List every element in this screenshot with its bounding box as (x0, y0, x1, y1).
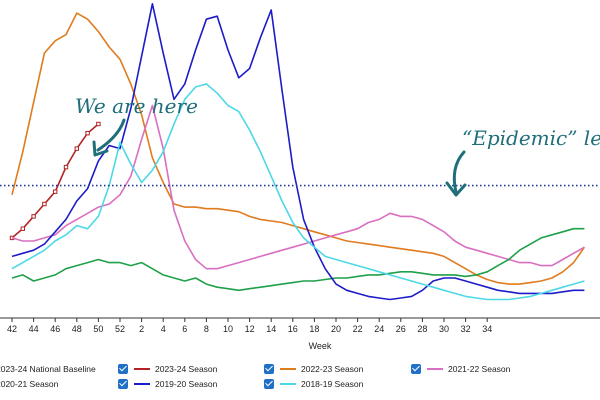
data-point-marker (53, 189, 58, 194)
legend: 2023-24 National Baseline 2023-24 Season… (0, 360, 600, 400)
we-are-here-arrow-icon (96, 118, 126, 152)
checkbox-checked-icon[interactable] (118, 379, 128, 389)
x-tick-label: 32 (461, 324, 471, 334)
data-point-marker (42, 201, 47, 207)
x-tick-label: 52 (115, 324, 125, 334)
data-point-marker (31, 214, 36, 219)
legend-swatch-2019-20 (134, 383, 150, 385)
legend-label-2020-21: 2020-21 Season (0, 379, 59, 389)
x-tick-label: 28 (417, 324, 427, 334)
we-are-here-arrowhead-icon (92, 140, 109, 157)
checkbox-checked-icon[interactable] (264, 379, 274, 389)
data-point-marker (96, 121, 101, 127)
legend-item-2021-22[interactable]: 2021-22 Season (411, 362, 510, 376)
x-tick-label: 44 (29, 324, 39, 334)
data-point-marker (63, 164, 69, 170)
x-tick-label: 30 (439, 324, 449, 334)
legend-label-2021-22: 2021-22 Season (448, 364, 511, 374)
data-point-marker (85, 131, 90, 136)
checkbox-checked-icon[interactable] (264, 364, 274, 374)
series-line-2021-22-season (11, 104, 585, 270)
legend-swatch-2022-23 (280, 368, 296, 370)
x-tick-label: 18 (309, 324, 319, 334)
legend-swatch-2021-22 (427, 368, 443, 370)
x-tick-label: 42 (7, 324, 17, 334)
legend-item-baseline[interactable]: 2023-24 National Baseline (0, 362, 96, 376)
x-tick-label: 2 (139, 324, 144, 334)
legend-swatch-2018-19 (280, 383, 296, 385)
x-tick-label: 26 (396, 324, 406, 334)
legend-swatch-2023-24 (134, 368, 150, 370)
legend-label-2023-24: 2023-24 Season (155, 364, 218, 374)
legend-label-baseline: 2023-24 National Baseline (0, 364, 96, 374)
x-tick-label: 20 (331, 324, 341, 334)
data-point-marker (74, 146, 79, 151)
data-point-marker (20, 226, 26, 231)
x-tick-label: 48 (72, 324, 82, 334)
x-tick-label: 10 (223, 324, 233, 334)
x-tick-label: 12 (245, 324, 255, 334)
x-tick-label: 50 (93, 324, 103, 334)
legend-item-2020-21[interactable]: 2020-21 Season (0, 377, 58, 391)
series-layer (9, 2, 586, 301)
x-tick-label: 14 (266, 324, 276, 334)
legend-label-2019-20: 2019-20 Season (155, 379, 218, 389)
x-tick-label: 34 (482, 324, 492, 334)
epidemic-arrow-icon (452, 150, 466, 194)
legend-item-2019-20[interactable]: 2019-20 Season (118, 377, 217, 391)
legend-label-2022-23: 2022-23 Season (301, 364, 364, 374)
x-tick-label: 8 (204, 324, 209, 334)
legend-item-2022-23[interactable]: 2022-23 Season (264, 362, 363, 376)
x-tick-label: 46 (50, 324, 60, 334)
legend-item-2023-24[interactable]: 2023-24 Season (118, 362, 217, 376)
annotations: We are here “Epidemic” lev (75, 94, 600, 197)
legend-label-2018-19: 2018-19 Season (301, 379, 364, 389)
x-ticks: 42 44 46 48 50 52 2 4 6 8 10 12 14 16 18 20 22 24 26 28 30 32… (7, 318, 492, 334)
epidemic-arrowhead-icon (445, 181, 467, 197)
series-line-2022-23-season (11, 12, 586, 285)
annotation-we-are-here: We are here (75, 94, 198, 118)
x-tick-label: 4 (161, 324, 166, 334)
series-line-2018-19-season (11, 83, 585, 301)
x-tick-label: 6 (182, 324, 187, 334)
x-tick-label: 22 (353, 324, 363, 334)
annotation-epidemic-level: “Epidemic” lev (462, 126, 600, 150)
x-tick-label: 16 (288, 324, 298, 334)
checkbox-checked-icon[interactable] (118, 364, 128, 374)
legend-item-2018-19[interactable]: 2018-19 Season (264, 377, 363, 391)
series-line-2020-21-season (11, 227, 585, 292)
x-tick-label: 24 (374, 324, 384, 334)
checkbox-checked-icon[interactable] (411, 364, 421, 374)
x-axis-label: Week (309, 341, 332, 351)
series-line-2019-20-season (11, 2, 585, 301)
